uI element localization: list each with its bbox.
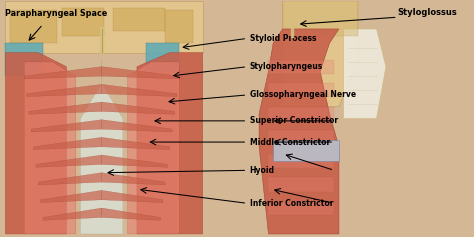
Polygon shape [102,84,177,97]
Text: Glossopharyngeal Nerve: Glossopharyngeal Nerve [250,91,356,100]
Text: Inferior Constrictor: Inferior Constrictor [250,199,333,208]
Polygon shape [24,62,76,234]
Polygon shape [43,208,102,220]
Polygon shape [102,208,160,220]
Polygon shape [113,8,165,31]
Polygon shape [38,173,102,185]
Polygon shape [102,137,170,150]
Polygon shape [268,178,334,191]
Polygon shape [102,190,163,203]
Polygon shape [102,120,172,132]
Polygon shape [268,83,334,97]
Polygon shape [10,10,57,43]
Polygon shape [62,8,104,36]
Polygon shape [102,155,167,167]
Text: Middle Constrictor: Middle Constrictor [250,137,330,146]
Polygon shape [24,67,102,79]
Polygon shape [34,137,102,150]
Polygon shape [102,173,165,185]
Polygon shape [268,59,334,74]
Polygon shape [165,10,193,43]
Polygon shape [268,201,334,215]
Polygon shape [283,1,358,36]
Polygon shape [102,102,174,114]
Polygon shape [146,43,179,71]
Text: Stylopharyngeus: Stylopharyngeus [250,62,323,71]
Polygon shape [36,155,102,167]
Polygon shape [273,140,339,161]
Text: Parapharyngeal Space: Parapharyngeal Space [5,9,108,18]
Polygon shape [5,1,203,53]
Text: Superior Constrictor: Superior Constrictor [250,116,338,125]
Polygon shape [268,154,334,168]
Polygon shape [5,43,43,76]
Polygon shape [29,102,102,114]
Text: Styloid Process: Styloid Process [250,34,316,43]
Polygon shape [102,67,179,79]
Polygon shape [128,62,179,234]
Polygon shape [259,29,339,234]
Polygon shape [283,1,358,107]
Polygon shape [27,84,102,97]
Polygon shape [137,53,203,234]
Polygon shape [5,53,66,234]
Polygon shape [344,29,386,118]
Polygon shape [268,107,334,121]
Polygon shape [41,190,102,203]
Polygon shape [81,59,123,234]
Polygon shape [31,120,102,132]
Text: Styloglossus: Styloglossus [398,8,457,17]
Text: Hyoid: Hyoid [250,166,275,175]
Polygon shape [268,130,334,144]
